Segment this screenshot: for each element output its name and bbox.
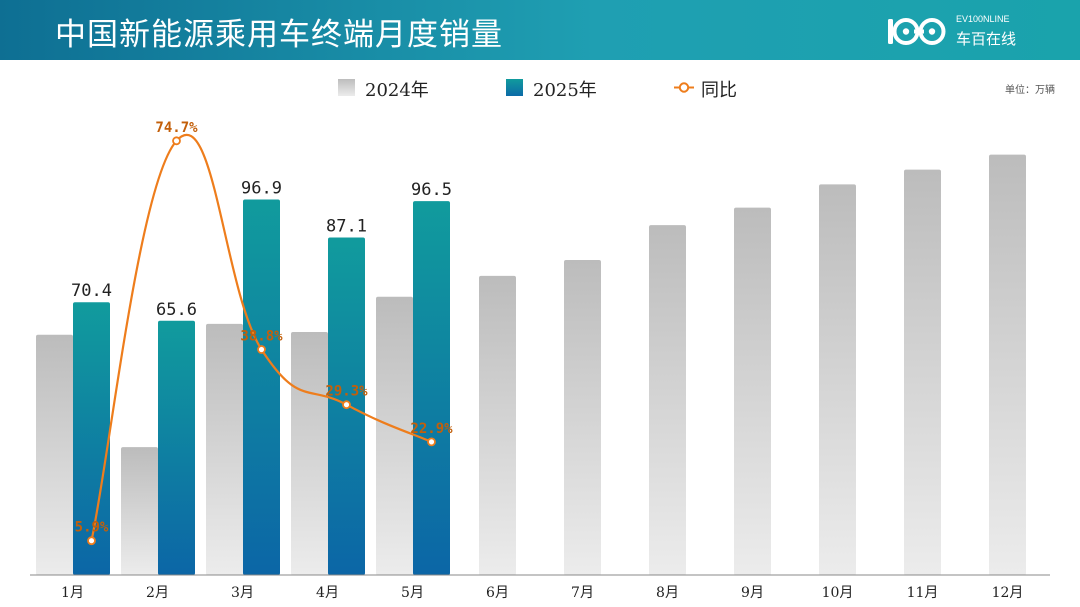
logo-chinese-text: 车百在线 — [956, 30, 1017, 48]
yoy-point-4 — [342, 400, 351, 410]
yoy-label-4: 29.3% — [325, 384, 368, 400]
yoy-point-5 — [427, 437, 436, 447]
bar-2025-3 — [243, 199, 280, 575]
x-tick-label-2: 2月 — [146, 585, 169, 601]
logo-english-text: EV100NLINE — [956, 14, 1010, 24]
x-tick-label-11: 11月 — [907, 585, 939, 601]
data-label-2025-3: 96.9 — [241, 179, 282, 199]
bar-2024-2 — [121, 447, 158, 575]
ev100-logo-icon — [888, 18, 946, 45]
chart-title: 中国新能源乘用车终端月度销量 — [55, 17, 503, 53]
yoy-label-1: 5.9% — [75, 520, 109, 536]
legend-line-marker-icon — [674, 82, 694, 93]
unit-label: 单位：万辆 — [1005, 85, 1055, 96]
data-label-2025-5: 96.5 — [411, 180, 452, 200]
yoy-point-2 — [172, 136, 181, 146]
bar-2025-1 — [73, 302, 110, 575]
bar-2024-10 — [819, 184, 856, 575]
x-tick-label-10: 10月 — [822, 585, 854, 601]
bar-2024-7 — [564, 259, 601, 575]
x-tick-label-5: 5月 — [401, 585, 424, 601]
bar-2024-9 — [734, 207, 771, 575]
yoy-label-3: 38.8% — [240, 328, 283, 344]
bar-2025-5 — [413, 201, 450, 575]
x-tick-label-1: 1月 — [61, 585, 84, 601]
data-label-2025-2: 65.6 — [156, 300, 197, 320]
x-tick-label-9: 9月 — [741, 585, 764, 601]
yoy-point-1 — [87, 536, 96, 546]
x-tick-label-3: 3月 — [231, 585, 254, 601]
yoy-label-2: 74.7% — [155, 120, 198, 136]
logo-mark — [888, 18, 946, 45]
legend-label-yoy: 同比 — [701, 80, 737, 101]
bar-2024-4 — [291, 332, 328, 575]
data-label-2025-4: 87.1 — [326, 216, 367, 236]
bar-2024-12 — [989, 154, 1026, 575]
x-tick-label-4: 4月 — [316, 585, 339, 601]
title-banner: 中国新能源乘用车终端月度销量 EV100NLINE 车百在线 — [0, 0, 1080, 60]
legend-label-2024: 2024年 — [365, 80, 429, 101]
legend-swatch-2024 — [338, 79, 355, 96]
bar-2024-3 — [206, 323, 243, 575]
bar-2024-8 — [649, 225, 686, 575]
x-tick-label-12: 12月 — [992, 585, 1024, 601]
legend-swatch-2025 — [506, 79, 523, 96]
bar-2024-5 — [376, 296, 413, 575]
yoy-point-3 — [257, 345, 266, 354]
yoy-label-5: 22.9% — [410, 421, 453, 437]
x-tick-label-8: 8月 — [656, 585, 679, 601]
legend-label-2025: 2025年 — [533, 80, 597, 101]
bar-2024-1 — [36, 334, 73, 575]
x-tick-label-7: 7月 — [571, 585, 594, 601]
bar-2024-11 — [904, 169, 941, 576]
data-label-2025-1: 70.4 — [71, 281, 112, 301]
x-tick-label-6: 6月 — [486, 585, 509, 601]
bar-2025-2 — [158, 320, 195, 575]
bar-2024-6 — [479, 275, 516, 575]
